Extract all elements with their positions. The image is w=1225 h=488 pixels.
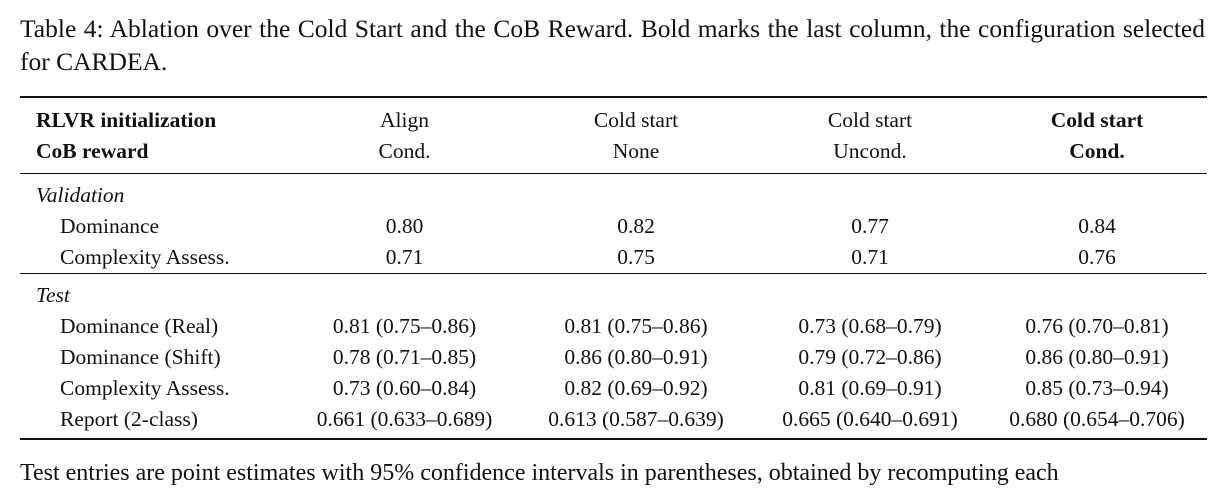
header-init-col-4: Cold start xyxy=(987,96,1207,136)
header-label-reward: CoB reward xyxy=(36,139,149,163)
table-cell: 0.661 (0.633–0.689) xyxy=(290,404,519,440)
table-cell: 0.81 (0.69–0.91) xyxy=(798,376,942,400)
header-row-reward: CoB reward Cond. None Uncond. Cond. xyxy=(20,136,1207,174)
table-row: Dominance (Shift) 0.78 (0.71–0.85) 0.86 … xyxy=(20,342,1207,373)
row-metric: Report (2-class) xyxy=(20,404,290,440)
row-metric: Dominance (Real) xyxy=(60,314,219,338)
table-cell: 0.76 (0.70–0.81) xyxy=(1025,314,1169,338)
section-title-test: Test xyxy=(20,273,1207,311)
table-caption: Table 4: Ablation over the Cold Start an… xyxy=(20,14,1205,76)
section-test: Test xyxy=(20,273,1207,311)
table-cell: 0.680 (0.654–0.706) xyxy=(987,404,1207,440)
table-cell: 0.86 (0.80–0.91) xyxy=(1025,345,1169,369)
header-init-col-3: Cold start xyxy=(753,96,987,136)
table-cell: 0.73 (0.60–0.84) xyxy=(332,376,477,400)
table-cell: 0.80 xyxy=(385,214,424,238)
table-cell: 0.82 xyxy=(617,214,655,238)
table-cell: 0.75 xyxy=(617,245,655,269)
table-cell: 0.73 (0.68–0.79) xyxy=(798,314,942,338)
table-cell: 0.613 (0.587–0.639) xyxy=(519,404,753,440)
table-cell: 0.81 (0.75–0.86) xyxy=(332,314,477,338)
table-cell: 0.77 xyxy=(851,214,889,238)
section-validation: Validation xyxy=(20,173,1207,211)
header-reward-col-4: Cond. xyxy=(1069,139,1125,163)
header-reward-col-2: None xyxy=(612,139,660,163)
header-row-init: RLVR initialization Align Cold start Col… xyxy=(20,96,1207,136)
table-cell: 0.71 xyxy=(851,245,889,269)
row-metric: Complexity Assess. xyxy=(60,245,230,269)
header-label-init: RLVR initialization xyxy=(20,96,290,136)
table-footnote: Test entries are point estimates with 95… xyxy=(20,460,1059,486)
table-row: Dominance (Real) 0.81 (0.75–0.86) 0.81 (… xyxy=(20,311,1207,342)
header-reward-col-3: Uncond. xyxy=(833,139,907,163)
table-row: Dominance 0.80 0.82 0.77 0.84 xyxy=(20,211,1207,242)
table-cell: 0.81 (0.75–0.86) xyxy=(564,314,708,338)
row-metric: Dominance xyxy=(60,214,160,238)
table-row: Report (2-class) 0.661 (0.633–0.689) 0.6… xyxy=(20,404,1207,440)
table-cell: 0.71 xyxy=(385,245,424,269)
ablation-table: RLVR initialization Align Cold start Col… xyxy=(20,96,1207,440)
header-reward-col-1: Cond. xyxy=(378,139,431,163)
section-title-validation: Validation xyxy=(20,173,1207,211)
table-cell: 0.76 xyxy=(1078,245,1116,269)
table-cell: 0.85 (0.73–0.94) xyxy=(1025,376,1169,400)
table-cell: 0.82 (0.69–0.92) xyxy=(564,376,708,400)
header-init-col-1: Align xyxy=(290,96,519,136)
table-cell: 0.84 xyxy=(1078,214,1116,238)
table-cell: 0.78 (0.71–0.85) xyxy=(332,345,477,369)
header-init-col-2: Cold start xyxy=(519,96,753,136)
table-row: Complexity Assess. 0.71 0.75 0.71 0.76 xyxy=(20,242,1207,274)
table-cell: 0.665 (0.640–0.691) xyxy=(753,404,987,440)
row-metric: Dominance (Shift) xyxy=(60,345,221,369)
table-cell: 0.86 (0.80–0.91) xyxy=(564,345,708,369)
table-row: Complexity Assess. 0.73 (0.60–0.84) 0.82… xyxy=(20,373,1207,404)
table-cell: 0.79 (0.72–0.86) xyxy=(798,345,942,369)
row-metric: Complexity Assess. xyxy=(60,376,230,400)
